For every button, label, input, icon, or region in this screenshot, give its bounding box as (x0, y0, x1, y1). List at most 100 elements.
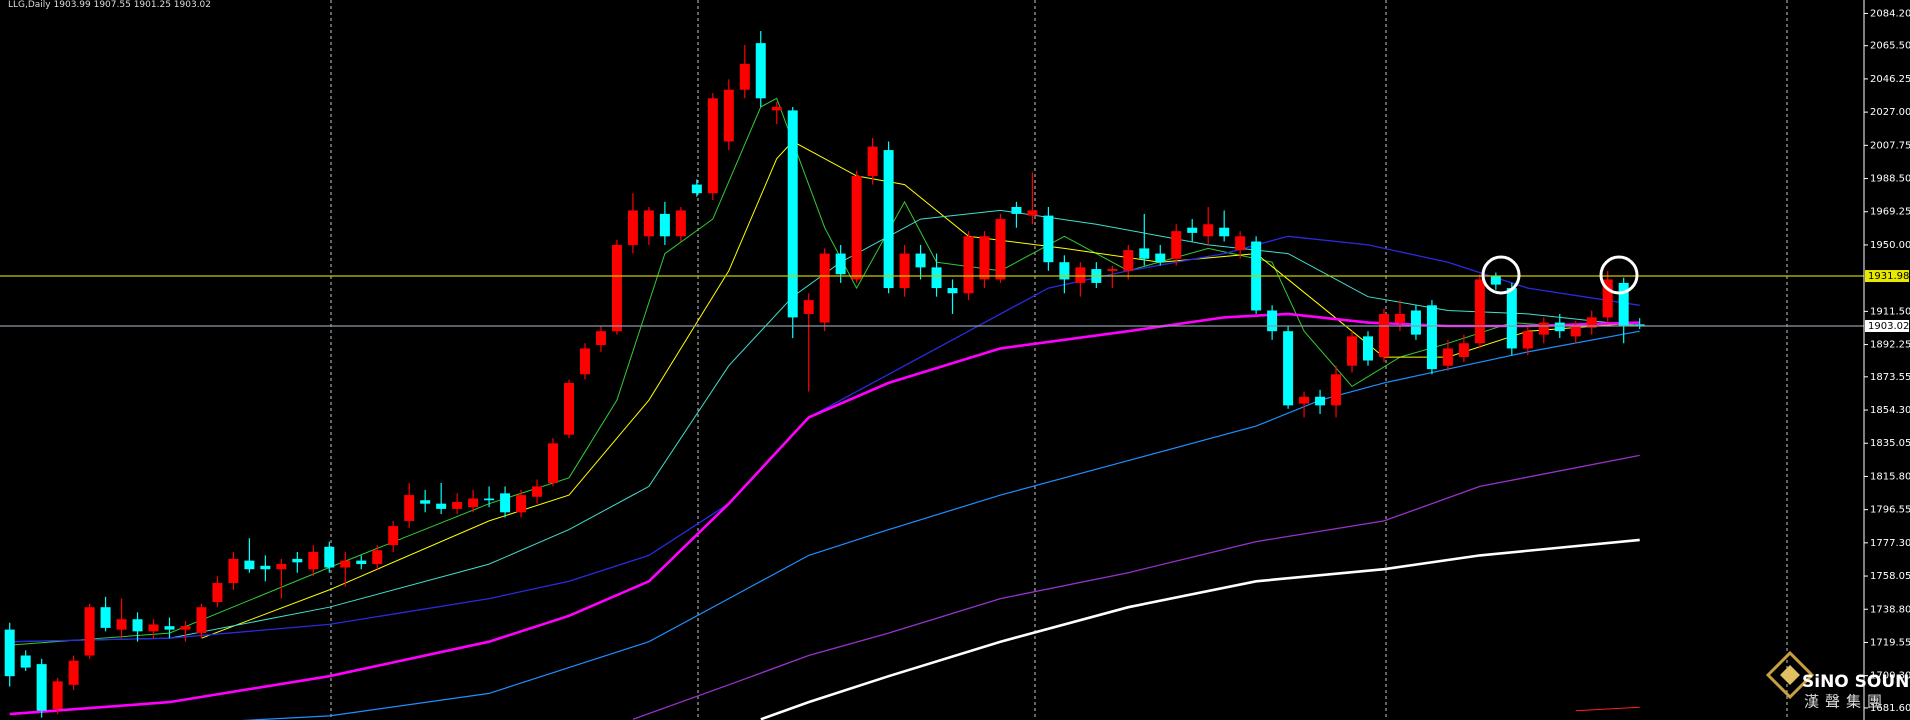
candle-body (979, 236, 990, 280)
moving-average-line (1575, 706, 1640, 712)
y-tick-label: 1815.80 (1870, 471, 1910, 482)
candle-body (787, 110, 798, 318)
candle-body (707, 98, 718, 194)
y-tick-label: 1758.05 (1870, 571, 1910, 582)
candle-body (1458, 343, 1469, 358)
logo: SiNO SOUND 漢聲集團 (1765, 650, 1910, 711)
candle-body (819, 253, 830, 323)
candle-body (228, 558, 239, 584)
candle-body (340, 560, 351, 568)
candle-body (1011, 206, 1022, 214)
candle-body (1283, 331, 1294, 406)
candle-body (516, 495, 527, 513)
candle-body (611, 244, 622, 332)
candle-body (1219, 227, 1230, 237)
candle-body (196, 607, 207, 634)
candle-body (691, 184, 702, 194)
candle-body (52, 681, 63, 709)
candle-body (1442, 348, 1453, 366)
logo-chinese: 漢聲集團 (1804, 693, 1888, 711)
candle-body (244, 560, 255, 570)
y-tick-label: 1969.25 (1870, 207, 1910, 218)
candle-body (1538, 322, 1549, 335)
candle-body (1586, 317, 1597, 328)
candle-body (436, 503, 447, 509)
candle-body (851, 175, 862, 280)
candle-body (1315, 396, 1326, 406)
y-tick-label: 1892.25 (1870, 340, 1910, 351)
symbol: LLG,Daily (8, 0, 51, 10)
candle-body (1299, 396, 1310, 404)
candle-body (388, 526, 399, 546)
candle-body (1155, 253, 1166, 263)
candle-body (643, 210, 654, 237)
candle-body (1410, 310, 1421, 335)
y-tick-label: 1700.30 (1870, 671, 1910, 682)
candle-body (1394, 313, 1405, 323)
candle-body (36, 664, 47, 711)
moving-average-line (9, 209, 1640, 643)
price-level-label: 1903.02 (1868, 321, 1909, 332)
candle-body (1363, 336, 1373, 361)
candle-body (372, 550, 383, 565)
price-level-box (1865, 319, 1909, 332)
candle-body (276, 564, 287, 570)
candle-body (356, 560, 367, 565)
candle-body (452, 501, 463, 509)
y-tick-label: 1988.50 (1870, 174, 1910, 185)
y-tick-label: 2065.50 (1870, 41, 1910, 52)
y-tick-label: 1835.05 (1870, 438, 1910, 449)
moving-average-line (240, 330, 1640, 720)
price-level-label: 1931.98 (1868, 271, 1909, 282)
candle-body (899, 253, 910, 289)
logo-name: SiNO SOUND (1802, 672, 1910, 692)
y-tick-label: 1681.60 (1870, 703, 1910, 714)
candle-body (212, 583, 223, 603)
candle-body (404, 495, 415, 521)
candle-body (595, 331, 606, 345)
y-tick-label: 1950.00 (1870, 240, 1910, 251)
candle-body (835, 253, 846, 275)
y-tick-label: 1777.30 (1870, 538, 1910, 549)
candle-body (260, 565, 271, 570)
price-axis: 2084.20 2065.50 2046.25 2027.00 2007.75 1988.… (1864, 8, 1910, 714)
candle-body (915, 253, 926, 268)
candle-body (1139, 248, 1150, 259)
candle-body (1426, 305, 1437, 370)
candle-body (947, 288, 958, 294)
candle-body (1522, 331, 1533, 349)
candle-body (1474, 279, 1485, 344)
candle-body (1634, 324, 1645, 326)
y-tick-label: 1719.55 (1870, 637, 1910, 648)
candle-body (420, 500, 431, 504)
candle-body (1490, 275, 1501, 285)
candle-body (1331, 374, 1342, 406)
candle-body (84, 607, 95, 656)
candle-body (1554, 322, 1565, 332)
candle-body (564, 382, 574, 435)
separators (330, 0, 1788, 720)
candle-body (324, 546, 335, 568)
candle-body (116, 619, 127, 630)
candle-body (1347, 336, 1358, 366)
candle-body (1187, 227, 1198, 233)
candle-body (548, 443, 559, 483)
candle-body (1075, 267, 1086, 283)
candle-body (1171, 231, 1182, 259)
candle-body (1235, 236, 1246, 251)
candle-body (1043, 215, 1054, 263)
candle-body (1123, 250, 1134, 271)
candle-body (132, 619, 143, 632)
candle-body (1570, 326, 1581, 337)
candle-body (532, 486, 543, 497)
candle-body (100, 607, 111, 628)
y-tick-label: 1873.55 (1870, 372, 1910, 383)
candle-body (1506, 288, 1517, 349)
candle-body (148, 624, 159, 632)
candle-body (292, 558, 303, 563)
moving-average-line (9, 235, 1640, 643)
low-value: 1901.25 (134, 0, 171, 10)
candle-body (963, 236, 974, 294)
